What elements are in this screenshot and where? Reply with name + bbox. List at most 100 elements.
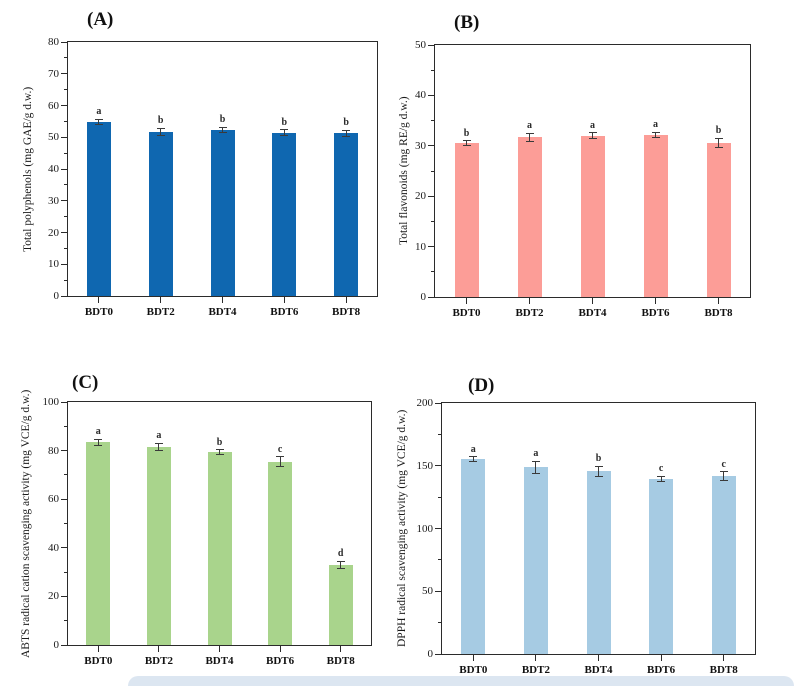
y-major-tick <box>61 595 67 597</box>
y-minor-tick <box>431 120 434 122</box>
x-tick <box>340 646 342 652</box>
error-bar <box>655 132 656 138</box>
bar <box>272 132 297 296</box>
y-major-tick <box>435 528 441 529</box>
bar <box>580 135 605 297</box>
significance-letter: c <box>658 463 664 475</box>
y-tick-label: 80 <box>48 444 59 457</box>
error-bar-cap <box>156 127 165 129</box>
error-bar-cap <box>531 460 540 462</box>
y-major-tick <box>435 590 441 592</box>
error-bar-cap <box>154 442 163 444</box>
x-tick <box>222 297 223 303</box>
y-tick-label: 50 <box>415 39 426 51</box>
y-minor-tick <box>64 120 67 122</box>
significance-letter: b <box>157 115 164 127</box>
error-bar-cap <box>594 465 603 467</box>
error-bar <box>279 456 281 467</box>
bar <box>148 131 173 296</box>
y-tick-label: 0 <box>420 291 427 303</box>
y-major-tick <box>61 136 67 138</box>
error-bar-cap <box>94 124 103 126</box>
bar <box>586 471 611 654</box>
panel-d-y-axis-label: DPPH radical scavenging activity (mg VCE… <box>396 409 408 648</box>
significance-letter: b <box>715 125 722 137</box>
significance-letter: c <box>277 443 283 455</box>
x-category-label: BDT4 <box>578 307 607 319</box>
x-category-label: BDT0 <box>84 306 113 318</box>
y-major-tick <box>428 246 434 248</box>
x-tick <box>535 655 537 661</box>
panel-c-y-axis-label: ABTS radical cation scavenging activity … <box>20 389 32 658</box>
panel-a-y-axis-label: Total polyphenols (mg GAE/g d.w.) <box>22 86 34 252</box>
bar <box>643 134 668 297</box>
y-minor-tick <box>64 474 67 476</box>
y-major-tick <box>61 105 67 106</box>
bar <box>86 122 111 296</box>
y-major-tick <box>61 295 67 297</box>
y-minor-tick <box>64 152 67 154</box>
error-bar-cap <box>651 131 660 133</box>
x-tick <box>529 298 530 304</box>
y-tick-label: 0 <box>53 639 60 651</box>
y-minor-tick <box>431 69 434 71</box>
y-minor-tick <box>64 425 67 427</box>
y-tick-label: 60 <box>48 99 59 112</box>
y-minor-tick <box>438 496 441 498</box>
x-tick <box>718 298 719 304</box>
y-tick-label: 50 <box>422 585 433 598</box>
x-category-label: BDT6 <box>647 664 676 676</box>
y-major-tick <box>435 465 441 467</box>
x-tick <box>160 297 162 303</box>
error-bar-cap <box>714 137 723 139</box>
x-category-label: BDT6 <box>641 307 670 319</box>
error-bar-cap <box>531 473 540 475</box>
error-bar <box>472 456 474 462</box>
y-major-tick <box>435 402 441 404</box>
bar <box>461 459 486 654</box>
error-bar-cap <box>657 480 666 482</box>
y-major-tick <box>61 200 67 202</box>
error-bar-cap <box>280 134 289 136</box>
x-tick <box>279 646 281 652</box>
panel-c-plot-area: 0 20 40 60 80 100 BDT0 a BDT2 a BDT4 b BDT6 c BDT8 d <box>43 396 372 667</box>
bar <box>268 461 293 645</box>
error-bar <box>598 466 599 477</box>
bar <box>706 142 731 297</box>
error-bar <box>723 471 725 481</box>
y-minor-tick <box>431 170 434 172</box>
error-bar-cap <box>525 140 534 142</box>
y-tick-label: 200 <box>416 397 434 409</box>
y-minor-tick <box>64 571 67 573</box>
error-bar-cap <box>156 134 165 136</box>
x-category-label: BDT0 <box>84 655 113 667</box>
error-bar <box>345 130 347 137</box>
y-minor-tick <box>64 279 67 281</box>
x-category-label: BDT4 <box>205 655 234 667</box>
y-major-tick <box>61 450 67 452</box>
error-bar <box>97 439 99 445</box>
y-minor-tick <box>431 220 434 222</box>
y-major-tick <box>61 73 67 75</box>
y-minor-tick <box>431 271 434 273</box>
y-minor-tick <box>64 57 67 59</box>
significance-letter: a <box>533 448 539 460</box>
error-bar-cap <box>657 475 666 477</box>
x-tick <box>655 298 656 304</box>
significance-letter: a <box>156 430 162 442</box>
x-category-label: BDT2 <box>144 655 173 667</box>
x-tick <box>158 646 160 652</box>
error-bar-cap <box>336 567 345 569</box>
error-bar-cap <box>94 438 103 440</box>
x-tick <box>466 298 467 304</box>
error-bar-cap <box>719 471 728 473</box>
y-tick-label: 10 <box>48 258 59 271</box>
x-category-label: BDT0 <box>459 664 488 676</box>
y-tick-label: 20 <box>48 590 59 603</box>
x-category-label: BDT4 <box>584 664 613 676</box>
error-bar <box>222 127 223 133</box>
significance-letter: b <box>281 116 288 128</box>
significance-letter: a <box>470 443 476 455</box>
y-major-tick <box>61 547 67 549</box>
x-tick <box>98 297 100 303</box>
